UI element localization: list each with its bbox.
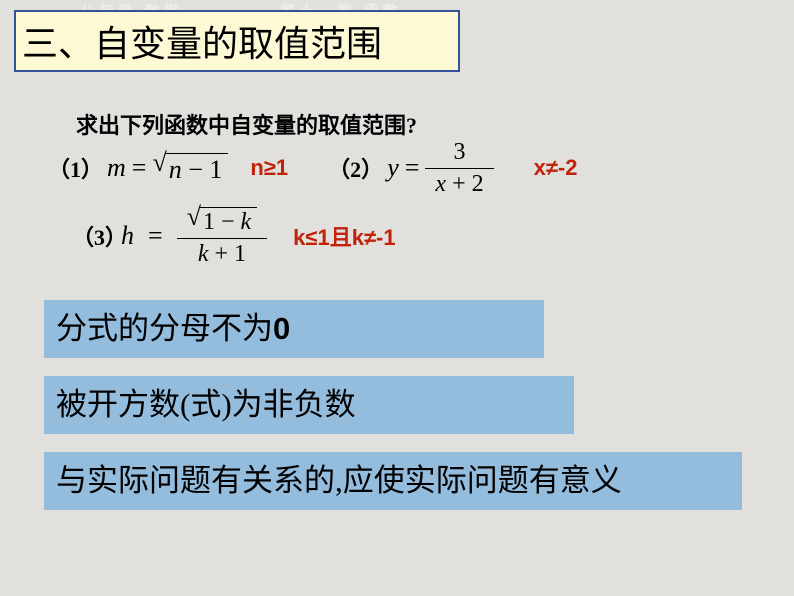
problem-3-answer: k≤1且k≠-1 [293,220,395,252]
problem-row-2: （3） h = √ 1 − k k + 1 k≤1且k≠-1 [48,204,748,268]
equals-sign: = [132,153,147,183]
problem-3-equation: h = √ 1 − k k + 1 [121,204,267,269]
rule-3-text: 与实际问题有关系的,应使实际问题有意义 [56,463,622,498]
p2-fraction: 3 x + 2 [425,139,493,198]
p1-radicand: n − 1 [165,153,229,185]
problem-3-number: （3） [72,220,127,252]
p3-sqrt: √ 1 − k [187,204,257,237]
problem-2-equation: y = 3 x + 2 [387,139,493,198]
equals-sign: = [405,153,420,183]
problem-1-number: （1） [48,152,103,184]
section-title-box: 三、自变量的取值范围 [14,10,460,72]
equals-sign: = [148,221,163,251]
section-title: 三、自变量的取值范围 [22,15,382,67]
p3-lhs: h [121,221,134,251]
p3-denominator: k + 1 [188,239,256,268]
p2-lhs: y [387,153,399,183]
rule-2-text: 被开方数(式)为非负数 [56,387,356,422]
p3-radicand: 1 − k [199,207,257,237]
problem-1-answer: n≥1 [250,155,288,181]
p2-denominator: x + 2 [425,169,493,198]
problem-row-1: （1） m = √ n − 1 n≥1 （2） y = 3 x + 2 x≠-2 [48,136,748,200]
rule-box-3: 与实际问题有关系的,应使实际问题有意义 [44,452,742,510]
rule-box-1: 分式的分母不为0 [44,300,544,358]
p3-fraction: √ 1 − k k + 1 [177,204,267,269]
p3-numerator: √ 1 − k [177,204,267,239]
problems-area: （1） m = √ n − 1 n≥1 （2） y = 3 x + 2 x≠-2… [48,136,748,268]
problem-1-equation: m = √ n − 1 [107,150,228,185]
problem-2-number: （2） [328,152,383,184]
rule-box-2: 被开方数(式)为非负数 [44,376,574,434]
rule-1-text: 分式的分母不为0 [56,311,290,346]
p2-numerator: 3 [444,139,476,168]
problem-2-answer: x≠-2 [534,155,578,181]
p1-lhs: m [107,153,126,183]
p1-sqrt: √ n − 1 [152,150,228,185]
